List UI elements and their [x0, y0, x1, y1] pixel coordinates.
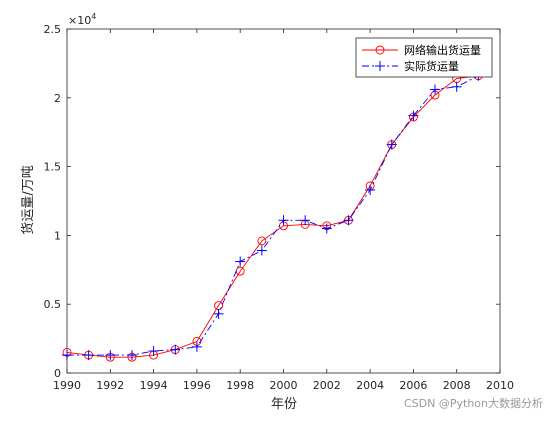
y-axis: 0 0.5 1 1.5 2 2.5 — [44, 23, 500, 380]
watermark: CSDN @Python大数据分析 — [404, 397, 543, 410]
series-2-point — [191, 341, 202, 352]
series-2-point — [126, 350, 137, 361]
legend-marker — [375, 45, 385, 55]
y-tick-label: 1.5 — [44, 161, 62, 174]
x-axis-label: 年份 — [271, 397, 297, 412]
x-tick-label: 1994 — [140, 379, 168, 392]
x-tick-label: 2010 — [486, 379, 514, 392]
series-2-point — [343, 215, 354, 226]
y-axis-label: 货运量/万吨 — [20, 165, 36, 234]
series-2-point — [386, 139, 397, 150]
series-2-point — [83, 350, 94, 361]
x-axis: 1990 1992 1994 1996 1998 2000 2002 2004 2006 2008… — [53, 29, 514, 392]
series-2-point — [321, 223, 332, 234]
series-2-point — [408, 110, 419, 121]
series-2-point — [278, 215, 289, 226]
series-layer — [62, 70, 484, 362]
series-2-point — [148, 345, 159, 356]
series-2-point — [300, 215, 311, 226]
x-tick-label: 1990 — [53, 379, 81, 392]
legend-label: 实际货运量 — [404, 59, 459, 73]
y-tick-label: 0 — [54, 367, 61, 380]
y-tick-label: 0.5 — [44, 298, 62, 311]
series-2-point — [213, 308, 224, 319]
legend-item-1: 网络输出货运量 — [362, 43, 481, 57]
series-2-point — [430, 84, 441, 95]
legend-box — [355, 37, 493, 78]
x-tick-label: 2008 — [443, 379, 471, 392]
y-tick-label: 1 — [54, 229, 61, 242]
x-tick-label: 2000 — [270, 379, 298, 392]
y-tick-label: 2.5 — [44, 23, 62, 36]
series-2-point — [256, 245, 267, 256]
series-1-point — [257, 236, 267, 246]
legend-label: 网络输出货运量 — [404, 43, 481, 57]
series-2-point — [170, 344, 181, 355]
legend-item-2: 实际货运量 — [362, 59, 459, 73]
x-tick-label: 2004 — [356, 379, 384, 392]
y-exponent-label: ×104 — [68, 12, 96, 27]
y-exponent-power: 4 — [91, 12, 96, 21]
series-2-point — [235, 256, 246, 267]
y-tick-label: 2 — [54, 92, 61, 105]
x-tick-label: 1998 — [226, 379, 254, 392]
plot-area — [66, 28, 501, 374]
series-2 — [62, 70, 484, 361]
legend-marker — [375, 61, 385, 71]
x-tick-label: 2006 — [399, 379, 427, 392]
x-tick-label: 1992 — [96, 379, 124, 392]
series-2-point — [365, 184, 376, 195]
series-2-point — [62, 350, 72, 361]
series-2-point — [105, 350, 116, 361]
x-tick-label: 2002 — [313, 379, 341, 392]
axes-frame — [66, 28, 501, 374]
series-2-point — [451, 81, 462, 92]
x-tick-label: 1996 — [183, 379, 211, 392]
